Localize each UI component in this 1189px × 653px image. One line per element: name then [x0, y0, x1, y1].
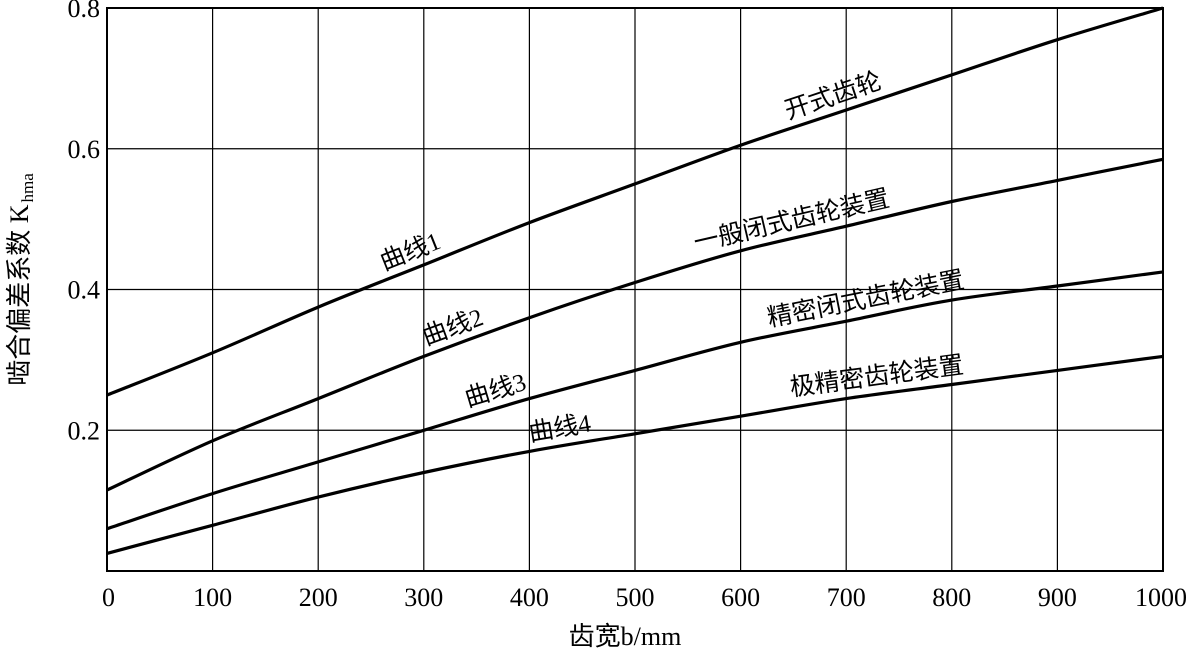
x-tick-label: 700 — [827, 583, 866, 612]
y-tick-label: 0.8 — [68, 0, 101, 23]
x-tick-label: 500 — [616, 583, 655, 612]
y-tick-label: 0.6 — [68, 135, 101, 164]
series-description-label: 开式齿轮 — [781, 67, 885, 125]
series-description-label: 一般闭式齿轮装置 — [691, 184, 892, 257]
series-curve-2 — [106, 157, 1164, 492]
x-tick-label: 900 — [1038, 583, 1077, 612]
series-description-label: 精密闭式齿轮装置 — [765, 266, 967, 333]
x-tick-label: 800 — [932, 583, 971, 612]
y-axis-title-main: 啮合偏差系数 K — [5, 204, 34, 386]
series-curves — [106, 6, 1164, 555]
x-tick-labels: 0 100 200 300 400 500 600 700 800 900 1000 — [102, 583, 1187, 612]
y-axis-title: 啮合偏差系数 Khma — [5, 173, 37, 386]
y-tick-label: 0.2 — [68, 416, 101, 445]
series-curve-3 — [106, 270, 1164, 531]
x-tick-label: 0 — [102, 583, 115, 612]
x-tick-label: 1000 — [1135, 583, 1187, 612]
series-name-label: 曲线3 — [461, 368, 529, 413]
series-curve-4 — [106, 354, 1164, 555]
y-tick-labels: 0.2 0.4 0.6 0.8 — [68, 0, 101, 445]
grid-lines — [107, 8, 1163, 571]
x-tick-label: 200 — [299, 583, 338, 612]
x-tick-label: 300 — [404, 583, 443, 612]
x-tick-label: 400 — [510, 583, 549, 612]
y-tick-label: 0.4 — [68, 276, 101, 305]
x-tick-label: 100 — [193, 583, 232, 612]
y-axis-title-subscript: hma — [18, 173, 37, 203]
series-curve-1 — [106, 6, 1164, 397]
plot-frame — [106, 7, 1164, 572]
x-tick-label: 600 — [721, 583, 760, 612]
x-axis-title: 齿宽b/mm — [569, 622, 682, 651]
